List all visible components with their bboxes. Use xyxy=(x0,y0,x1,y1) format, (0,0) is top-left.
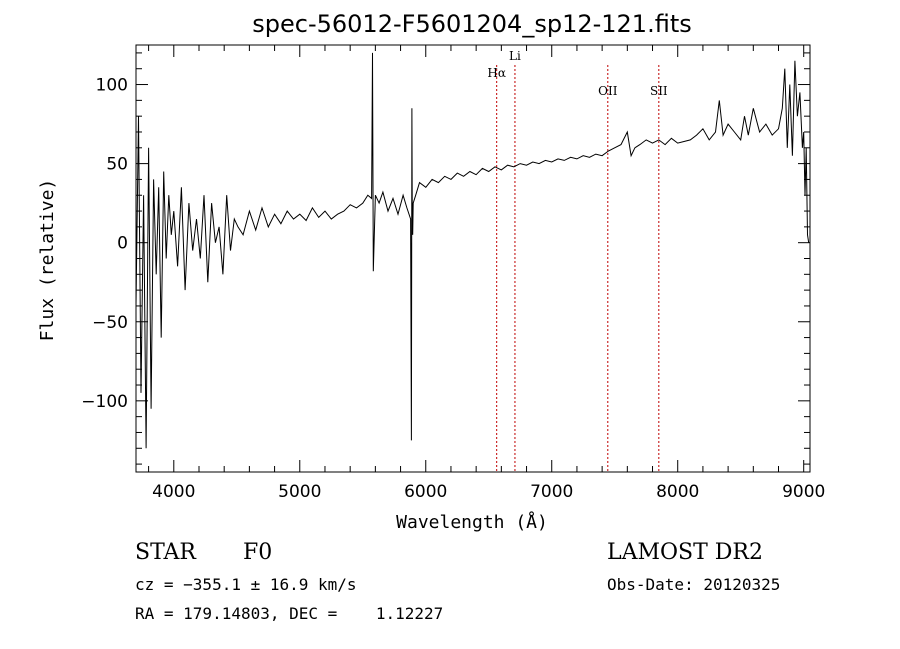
plot-area: 4000 5000 6000 7000 8000 9000 −100 −50 0 50 100 HαL… xyxy=(81,44,825,502)
observation-date: Obs-Date: 20120325 xyxy=(607,575,781,594)
coordinates-text: RA = 179.14803, DEC = 1.12227 xyxy=(135,604,444,623)
plot-frame xyxy=(135,44,811,473)
spectral-line-label: Hα xyxy=(487,66,506,80)
x-tick-label: 5000 xyxy=(278,482,321,502)
y-tick-label: 0 xyxy=(117,234,128,254)
y-tick-label: −100 xyxy=(81,392,128,412)
object-class: STAR xyxy=(135,540,196,565)
chart-title: spec-56012-F5601204_sp12-121.fits xyxy=(252,10,691,38)
y-tick-label: −50 xyxy=(92,313,128,333)
x-tick-label: 6000 xyxy=(404,482,447,502)
x-axis-label: Wavelength (Å) xyxy=(396,511,548,533)
x-tick-label: 7000 xyxy=(530,482,573,502)
x-tick-label: 8000 xyxy=(656,482,699,502)
y-tick-label: 50 xyxy=(106,155,128,175)
spectral-line-label: Li xyxy=(509,49,521,63)
survey-name: LAMOST DR2 xyxy=(607,540,763,565)
y-tick-label: 100 xyxy=(96,76,128,96)
spectral-line-label: OII xyxy=(598,84,618,98)
y-axis-label: Flux (relative) xyxy=(37,179,58,342)
spectrum-line xyxy=(135,52,810,449)
spectral-line-label: SII xyxy=(650,84,668,98)
object-subclass: F0 xyxy=(243,540,273,565)
x-tick-label: 4000 xyxy=(152,482,195,502)
redshift-text: cz = −355.1 ± 16.9 km/s xyxy=(135,575,357,594)
x-tick-label: 9000 xyxy=(782,482,825,502)
